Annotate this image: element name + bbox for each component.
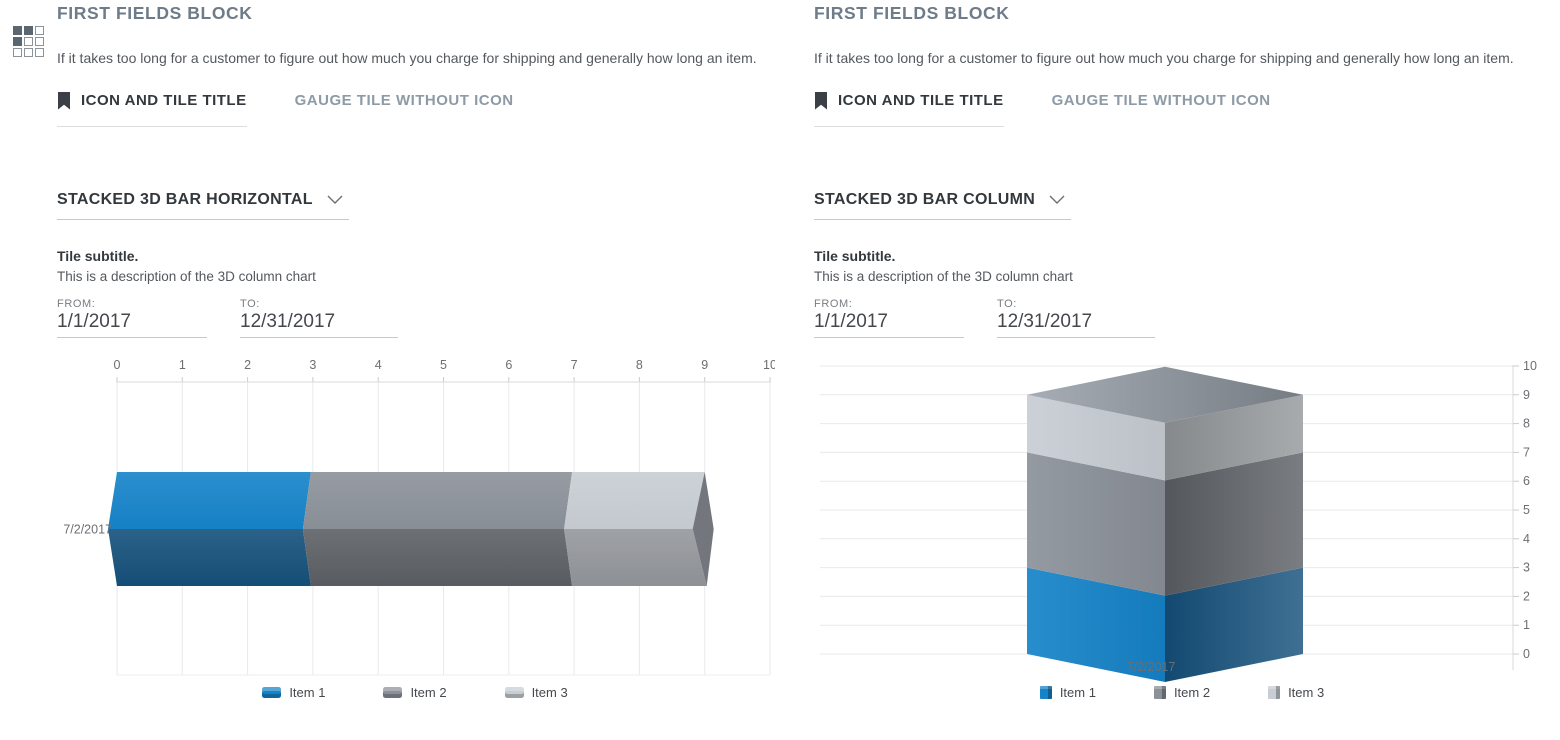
svg-text:0: 0 <box>1523 647 1530 661</box>
panel-description: If it takes too long for a customer to f… <box>814 50 1514 66</box>
fields-block-panel-right: FIRST FIELDS BLOCK If it takes too long … <box>814 0 1545 700</box>
tile-subtitle: Tile subtitle. <box>57 247 139 264</box>
tab-gauge-tile-without-icon[interactable]: GAUGE TILE WITHOUT ICON <box>295 92 514 126</box>
svg-text:8: 8 <box>1523 416 1530 430</box>
svg-text:6: 6 <box>505 358 512 372</box>
chart-type-label: STACKED 3D BAR COLUMN <box>814 190 1036 208</box>
bookmark-icon <box>814 91 828 110</box>
legend-item[interactable]: Item 1 <box>1039 684 1096 700</box>
grid-cell <box>24 37 33 46</box>
chart-type-dropdown[interactable]: STACKED 3D BAR HORIZONTAL <box>57 191 349 220</box>
fields-block-panel-left: FIRST FIELDS BLOCK If it takes too long … <box>57 0 775 700</box>
panel-description: If it takes too long for a customer to f… <box>57 50 757 66</box>
svg-text:1: 1 <box>1523 618 1530 632</box>
stacked-3d-bar-column-chart: 0 1 2 3 4 5 6 7 8 9 10 7/2/2017 <box>820 359 1537 682</box>
legend-swatch <box>262 686 282 698</box>
grid-cell <box>35 48 44 57</box>
legend-item[interactable]: Item 2 <box>383 684 447 700</box>
from-date-input[interactable]: FROM: 1/1/2017 <box>57 298 207 338</box>
legend-swatch <box>1039 685 1052 699</box>
from-label: FROM: <box>57 297 96 310</box>
grid-cell <box>13 48 22 57</box>
legend-label: Item 3 <box>531 684 568 700</box>
tab-icon-and-tile-title[interactable]: ICON AND TILE TITLE <box>57 91 247 127</box>
page-title: FIRST FIELDS BLOCK <box>57 3 253 23</box>
svg-text:3: 3 <box>1523 560 1530 574</box>
chart-legend: Item 1 Item 2 Item 3 <box>55 685 775 700</box>
svg-text:1: 1 <box>179 358 186 372</box>
chart-type-label: STACKED 3D BAR HORIZONTAL <box>57 190 313 208</box>
legend-label: Item 2 <box>410 684 447 700</box>
from-value: 1/1/2017 <box>814 310 888 332</box>
tab-gauge-tile-without-icon[interactable]: GAUGE TILE WITHOUT ICON <box>1052 92 1271 126</box>
grid-cell <box>35 37 44 46</box>
svg-text:10: 10 <box>1523 359 1537 373</box>
to-label: TO: <box>240 297 260 310</box>
chart-type-dropdown[interactable]: STACKED 3D BAR COLUMN <box>814 190 1072 220</box>
svg-text:5: 5 <box>1523 503 1530 517</box>
legend-swatch <box>383 686 403 698</box>
legend-swatch <box>1153 685 1166 699</box>
legend-item[interactable]: Item 3 <box>504 684 568 700</box>
to-value: 12/31/2017 <box>997 310 1093 332</box>
svg-text:7: 7 <box>1523 445 1530 459</box>
tab-label: ICON AND TILE TITLE <box>81 92 247 109</box>
tab-label: GAUGE TILE WITHOUT ICON <box>1051 91 1271 109</box>
svg-text:7: 7 <box>571 358 578 372</box>
apps-grid-icon[interactable] <box>13 26 44 57</box>
tab-label: GAUGE TILE WITHOUT ICON <box>294 91 514 109</box>
tile-description: This is a description of the 3D column c… <box>814 268 1073 284</box>
svg-text:9: 9 <box>1523 387 1530 401</box>
svg-text:7/2/2017: 7/2/2017 <box>63 522 112 536</box>
svg-text:8: 8 <box>636 358 643 372</box>
to-date-input[interactable]: TO: 12/31/2017 <box>240 298 398 338</box>
to-label: TO: <box>997 297 1017 310</box>
legend-swatch <box>1268 685 1281 699</box>
legend-label: Item 1 <box>1059 684 1096 700</box>
page-title: FIRST FIELDS BLOCK <box>814 3 1010 23</box>
tab-bar: ICON AND TILE TITLE GAUGE TILE WITHOUT I… <box>814 91 1545 127</box>
to-date-input[interactable]: TO: 12/31/2017 <box>997 298 1155 338</box>
svg-text:9: 9 <box>701 358 708 372</box>
svg-text:2: 2 <box>244 358 251 372</box>
bookmark-icon <box>57 91 71 110</box>
svg-text:5: 5 <box>440 358 447 372</box>
grid-cell <box>24 26 33 35</box>
date-range: FROM: 1/1/2017 TO: 12/31/2017 <box>57 298 770 338</box>
svg-text:4: 4 <box>1523 531 1530 545</box>
legend-item[interactable]: Item 3 <box>1268 685 1324 700</box>
legend-swatch <box>504 686 524 698</box>
svg-text:10: 10 <box>763 358 775 372</box>
legend-item[interactable]: Item 1 <box>262 685 325 700</box>
chevron-down-icon <box>327 195 343 204</box>
legend-label: Item 1 <box>289 684 326 700</box>
tile-description: This is a description of the 3D column c… <box>57 268 316 284</box>
svg-text:7/2/2017: 7/2/2017 <box>1127 660 1176 674</box>
from-date-input[interactable]: FROM: 1/1/2017 <box>814 298 964 338</box>
to-value: 12/31/2017 <box>240 310 336 332</box>
chart-legend: Item 1 Item 2 Item 3 <box>812 685 1552 700</box>
legend-label: Item 2 <box>1173 684 1211 700</box>
legend-label: Item 3 <box>1288 684 1325 700</box>
grid-cell <box>13 37 22 46</box>
from-label: FROM: <box>814 297 853 310</box>
tab-label: ICON AND TILE TITLE <box>838 92 1004 109</box>
legend-item[interactable]: Item 2 <box>1153 684 1211 700</box>
grid-cell <box>13 26 22 35</box>
svg-text:0: 0 <box>114 358 121 372</box>
svg-text:2: 2 <box>1523 589 1530 603</box>
from-value: 1/1/2017 <box>57 310 131 332</box>
date-range: FROM: 1/1/2017 TO: 12/31/2017 <box>814 298 1545 338</box>
grid-cell <box>24 48 33 57</box>
grid-cell <box>35 26 44 35</box>
svg-text:6: 6 <box>1523 474 1530 488</box>
chevron-down-icon <box>1049 195 1065 204</box>
tab-bar: ICON AND TILE TITLE GAUGE TILE WITHOUT I… <box>57 91 770 127</box>
tab-icon-and-tile-title[interactable]: ICON AND TILE TITLE <box>814 91 1004 127</box>
tile-subtitle: Tile subtitle. <box>814 247 896 264</box>
stacked-3d-bar-horizontal-chart: 0 1 2 3 4 5 6 7 8 9 10 7/2/2017 <box>63 358 775 675</box>
svg-text:3: 3 <box>309 358 316 372</box>
svg-text:4: 4 <box>375 358 382 372</box>
